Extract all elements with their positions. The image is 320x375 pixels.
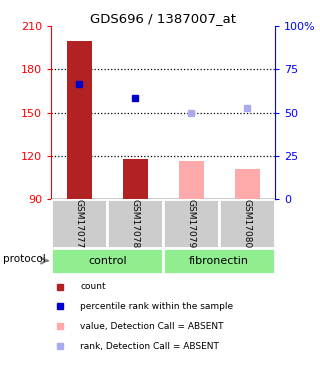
Text: value, Detection Call = ABSENT: value, Detection Call = ABSENT [80, 322, 224, 331]
Text: GSM17079: GSM17079 [187, 199, 196, 248]
Title: GDS696 / 1387007_at: GDS696 / 1387007_at [90, 12, 236, 25]
Bar [179, 162, 204, 199]
Text: GSM17077: GSM17077 [75, 199, 84, 248]
Text: fibronectin: fibronectin [189, 256, 249, 266]
Text: protocol: protocol [3, 254, 46, 264]
Bar [123, 159, 148, 199]
Text: percentile rank within the sample: percentile rank within the sample [80, 302, 234, 311]
Text: control: control [88, 256, 126, 266]
Bar [219, 199, 275, 248]
Bar [163, 199, 219, 248]
Bar [235, 169, 260, 199]
Bar [51, 248, 163, 274]
Bar [163, 248, 275, 274]
Text: GSM17080: GSM17080 [243, 199, 252, 248]
Bar [107, 199, 163, 248]
Text: count: count [80, 282, 106, 291]
Bar [51, 199, 107, 248]
Text: GSM17078: GSM17078 [131, 199, 140, 248]
Bar [67, 40, 92, 199]
Text: rank, Detection Call = ABSENT: rank, Detection Call = ABSENT [80, 342, 219, 351]
